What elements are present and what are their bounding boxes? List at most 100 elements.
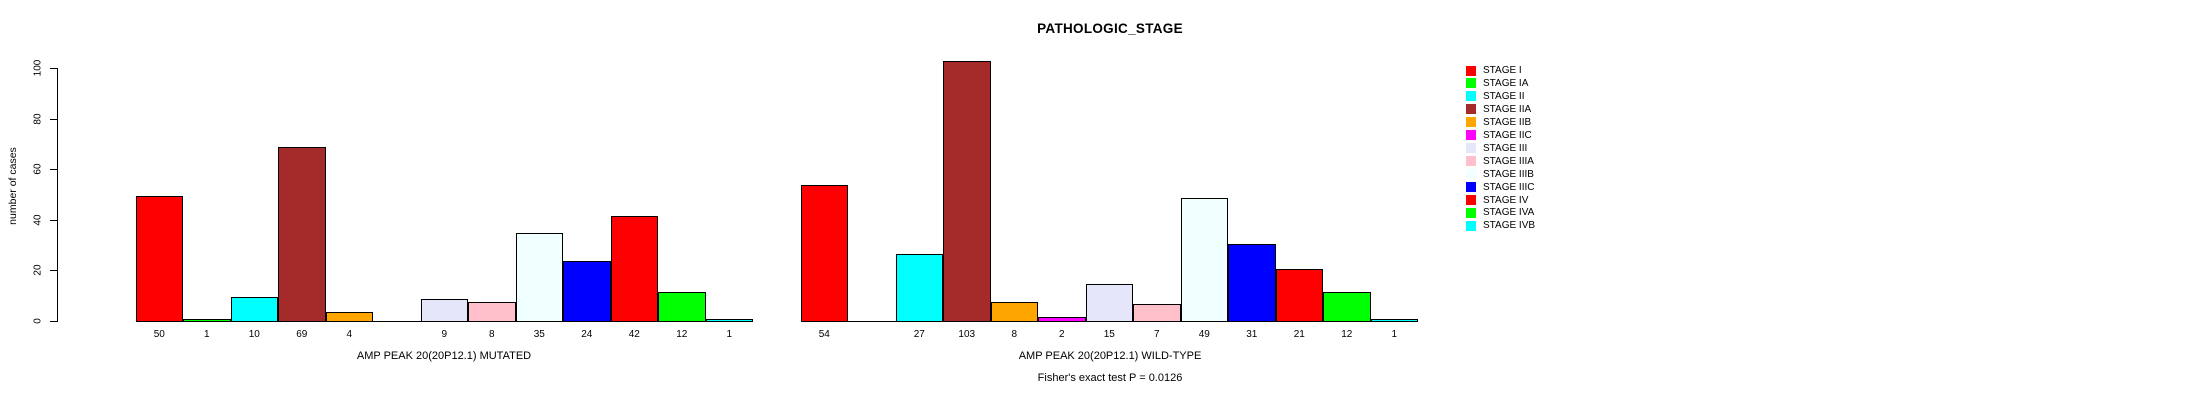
bar-stage-iiic (1228, 244, 1276, 322)
legend-swatch-icon (1466, 169, 1476, 180)
bar-stage-iia (278, 147, 326, 322)
legend-label: STAGE IIIC (1483, 181, 1535, 193)
bar-value-label: 49 (1198, 329, 1210, 340)
bar-stage-iiib (515, 233, 563, 322)
legend-swatch-icon (1466, 78, 1476, 89)
legend-label: STAGE IVA (1483, 207, 1535, 219)
legend-swatch-icon (1466, 117, 1476, 128)
legend-swatch-icon (1466, 156, 1476, 167)
legend-item: STAGE IVB (1466, 219, 1535, 232)
bar-value-label: 103 (958, 329, 976, 340)
legend-label: STAGE I (1483, 65, 1522, 76)
bar-value-label: 31 (1246, 329, 1258, 340)
legend-label: STAGE IIA (1483, 103, 1532, 115)
legend-item: STAGE II (1466, 90, 1525, 103)
bar-stage-i (135, 196, 183, 322)
x-axis-label-wildtype: AMP PEAK 20(20P12.1) WILD-TYPE (1018, 350, 1202, 362)
bar-stage-iii (1085, 284, 1133, 322)
bar-stage-iiic (563, 261, 611, 322)
legend-label: STAGE IIIA (1483, 155, 1534, 167)
x-axis-label-mutated: AMP PEAK 20(20P12.1) MUTATED (356, 350, 532, 362)
bar-stage-iib (325, 312, 373, 322)
legend-item: STAGE IIIA (1466, 155, 1534, 168)
fisher-test-annotation: Fisher's exact test P = 0.0126 (1037, 372, 1183, 384)
legend-swatch-icon (1466, 207, 1476, 218)
legend-item: STAGE IIIB (1466, 168, 1534, 181)
y-tick-mark (50, 219, 57, 221)
legend-item: STAGE IVA (1466, 206, 1534, 219)
bar-stage-ii (230, 297, 278, 322)
bar-value-label: 1 (726, 329, 733, 340)
legend-swatch-icon (1466, 91, 1476, 102)
bar-value-label: 1 (203, 329, 210, 340)
y-tick-mark (50, 118, 57, 120)
bar-value-label: 8 (1011, 329, 1018, 340)
legend-item: STAGE IA (1466, 77, 1528, 90)
bar-stage-ivb (705, 319, 753, 322)
bar-stage-iiia (1133, 304, 1181, 322)
y-tick-mark (50, 270, 57, 272)
legend-label: STAGE IA (1483, 77, 1529, 89)
legend-label: STAGE IVB (1483, 220, 1536, 232)
bar-stage-iva (658, 292, 706, 322)
bar-stage-iva (1323, 292, 1371, 322)
bar-stage-ivb (1370, 319, 1418, 322)
legend-swatch-icon (1466, 182, 1476, 193)
bar-value-label: 8 (488, 329, 495, 340)
bar-stage-i (800, 185, 848, 322)
bar-value-label: 42 (628, 329, 640, 340)
legend-item: STAGE IIB (1466, 116, 1531, 129)
bar-stage-iic (1038, 317, 1086, 322)
legend-swatch-icon (1466, 104, 1476, 115)
legend-label: STAGE III (1483, 142, 1528, 154)
bar-stage-ii (895, 254, 943, 322)
legend-swatch-icon (1466, 143, 1476, 154)
bar-value-label: 50 (153, 329, 165, 340)
legend-swatch-icon (1466, 65, 1476, 76)
legend-label: STAGE IIB (1483, 116, 1532, 128)
y-tick-mark (50, 321, 57, 322)
bar-stage-iv (610, 216, 658, 322)
bar-value-label: 10 (248, 329, 260, 340)
legend-swatch-icon (1466, 195, 1476, 205)
bar-value-label: 12 (1341, 329, 1353, 340)
y-tick-mark (50, 68, 57, 69)
bar-stage-iia (943, 61, 991, 322)
bar-stage-iv (1275, 269, 1323, 322)
chart-title: PATHOLOGIC_STAGE (1037, 21, 1183, 36)
bar-value-label: 35 (533, 329, 545, 340)
legend-swatch-icon (1466, 220, 1476, 231)
bar-value-label: 21 (1293, 329, 1305, 340)
bar-value-label: 69 (296, 329, 308, 340)
bar-value-label: 2 (1058, 329, 1065, 340)
bar-stage-iib (990, 302, 1038, 322)
bar-stage-iii (420, 299, 468, 322)
bar-stage-iiib (1180, 198, 1228, 322)
bar-value-label: 54 (818, 329, 830, 340)
bar-value-label: 12 (676, 329, 688, 340)
bar-stage-iiia (468, 302, 516, 322)
bar-value-label: 4 (346, 329, 353, 340)
legend-item: STAGE IIA (1466, 103, 1531, 116)
legend-label: STAGE IIIB (1483, 168, 1534, 180)
y-tick-mark (50, 169, 57, 171)
legend-label: STAGE IV (1483, 194, 1529, 206)
bar-value-label: 15 (1103, 329, 1115, 340)
bar-value-label: 24 (581, 329, 593, 340)
legend-item: STAGE IIIC (1466, 181, 1535, 194)
bar-value-label: 7 (1153, 329, 1160, 340)
bar-value-label: 9 (441, 329, 448, 340)
y-axis-line (57, 68, 58, 322)
bar-value-label: 1 (1391, 329, 1398, 340)
bar-value-label: 27 (913, 329, 925, 340)
legend-item: STAGE III (1466, 142, 1527, 155)
legend-item: STAGE IIC (1466, 129, 1532, 142)
bar-stage-ia (183, 319, 231, 322)
legend-item: STAGE I (1466, 64, 1522, 77)
legend-item: STAGE IV (1466, 194, 1528, 207)
legend-label: STAGE II (1483, 90, 1525, 102)
